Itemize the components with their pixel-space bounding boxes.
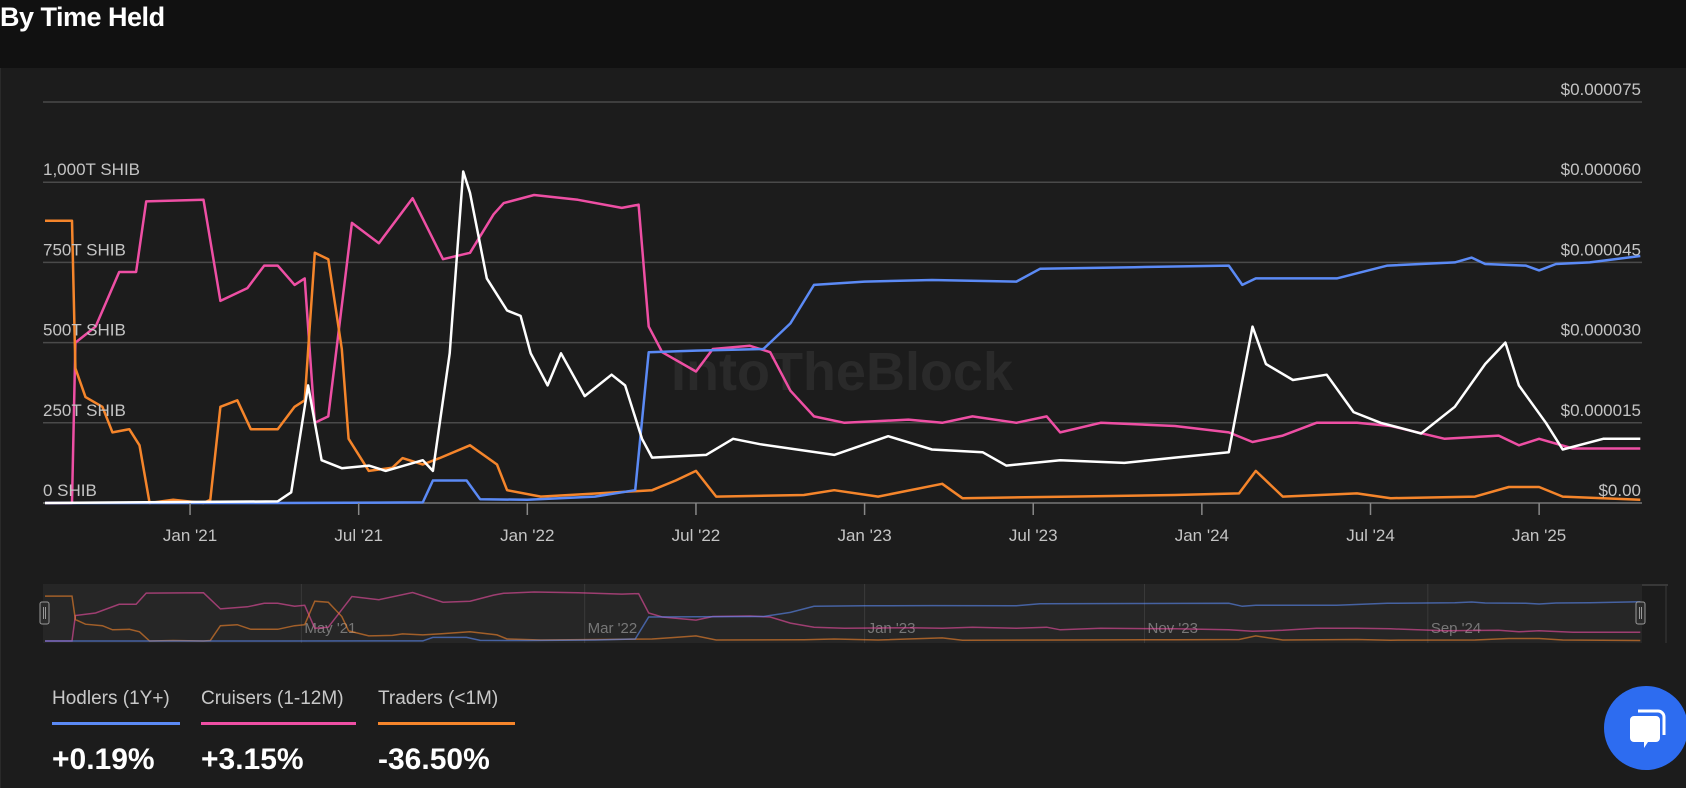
left-axis-label: 1,000T SHIB	[43, 160, 140, 179]
legend-swatch	[201, 722, 356, 725]
legend-label: Cruisers (1-12M)	[201, 688, 344, 709]
navigator[interactable]: May '21 Mar '22 Jan '23 Nov '23 Sep '24	[39, 584, 1668, 643]
left-axis-label: 500T SHIB	[43, 321, 126, 340]
navigator-right-handle[interactable]	[1635, 601, 1646, 625]
navigator-label: May '21	[304, 620, 356, 637]
series-line-traders	[45, 219, 1641, 505]
legend-cruisers[interactable]: Cruisers (1-12M) +3.15%	[201, 688, 356, 777]
legend-value: +0.19%	[52, 743, 155, 776]
header: By Time Held	[0, 0, 1686, 68]
left-axis-label: 0 SHIB	[43, 481, 97, 500]
x-axis-label: Jul '22	[672, 526, 721, 545]
x-axis-label: Jan '24	[1175, 526, 1229, 545]
x-axis-label: Jan '25	[1512, 526, 1566, 545]
legend-label: Hodlers (1Y+)	[52, 688, 170, 709]
x-axis-label: Jul '23	[1009, 526, 1058, 545]
right-axis-label: $0.000075	[1561, 80, 1641, 99]
legend-swatch	[378, 722, 515, 725]
series-line-cruisers	[45, 193, 1641, 505]
left-axis-label: 750T SHIB	[43, 240, 126, 259]
legend-value: +3.15%	[201, 743, 304, 776]
navigator-line	[45, 591, 1641, 642]
series-line-price	[44, 170, 1641, 505]
right-axis-label: $0.000060	[1561, 160, 1641, 179]
right-axis-label: $0.00	[1598, 481, 1641, 500]
x-axis-label: Jan '22	[500, 526, 554, 545]
navigator-label: Mar '22	[588, 620, 638, 637]
legend-label: Traders (<1M)	[378, 688, 499, 709]
chat-icon	[1630, 709, 1666, 748]
right-axis-label: $0.000045	[1561, 240, 1641, 259]
left-axis-label: 250T SHIB	[43, 401, 126, 420]
legend-swatch	[52, 722, 180, 725]
grid	[43, 101, 1642, 504]
navigator-left-handle[interactable]	[39, 601, 50, 625]
x-axis-label: Jul '21	[334, 526, 383, 545]
right-axis-label: $0.000030	[1561, 321, 1641, 340]
navigator-line	[45, 600, 1641, 642]
series-line-hodlers	[45, 254, 1641, 505]
axes: $0.00 $0.000015 $0.000030 $0.000045 $0.00006…	[43, 80, 1641, 545]
navigator-label: Sep '24	[1431, 620, 1481, 637]
legend-traders[interactable]: Traders (<1M) -36.50%	[378, 688, 515, 777]
right-axis-label: $0.000015	[1561, 401, 1641, 420]
legend-value: -36.50%	[378, 743, 490, 776]
navigator-background	[43, 584, 1642, 643]
x-axis-label: Jul '24	[1346, 526, 1395, 545]
chat-button[interactable]	[1604, 686, 1686, 770]
legend-hodlers[interactable]: Hodlers (1Y+) +0.19%	[52, 688, 180, 777]
watermark: IntoTheBlock	[671, 342, 1014, 402]
x-axis-label: Jan '23	[837, 526, 891, 545]
section-title: By Time Held	[0, 2, 165, 32]
x-axis-label: Jan '21	[163, 526, 217, 545]
series-lines	[44, 170, 1641, 505]
